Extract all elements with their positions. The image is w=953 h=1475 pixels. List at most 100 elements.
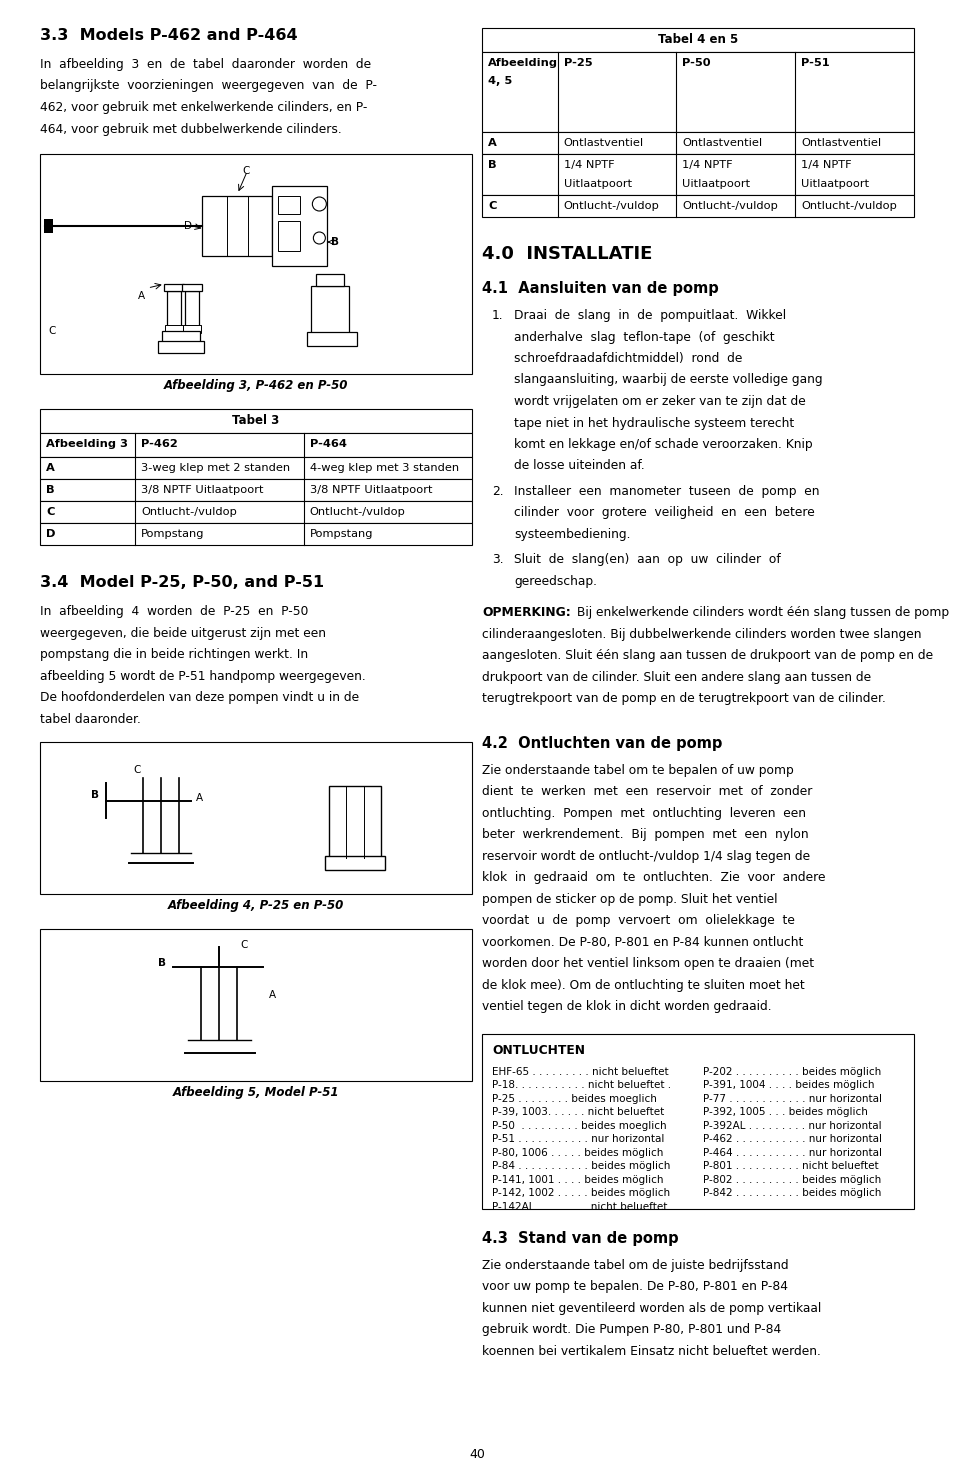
Text: koennen bei vertikalem Einsatz nicht belueftet werden.: koennen bei vertikalem Einsatz nicht bel… bbox=[481, 1345, 820, 1358]
Text: ontluchting.  Pompen  met  ontluchting  leveren  een: ontluchting. Pompen met ontluchting leve… bbox=[481, 807, 805, 820]
Text: belangrijkste  voorzieningen  weergegeven  van  de  P-: belangrijkste voorzieningen weergegeven … bbox=[40, 80, 376, 93]
Text: Afbeelding: Afbeelding bbox=[488, 58, 558, 68]
Text: P-39, 1003. . . . . . nicht belueftet: P-39, 1003. . . . . . nicht belueftet bbox=[492, 1108, 663, 1118]
Text: P-392, 1005 . . . beides möglich: P-392, 1005 . . . beides möglich bbox=[702, 1108, 867, 1118]
Bar bbox=[157, 341, 203, 353]
Bar bbox=[44, 218, 53, 233]
Text: beter  werkrendement.  Bij  pompen  met  een  nylon: beter werkrendement. Bij pompen met een … bbox=[481, 829, 808, 842]
Text: gebruik wordt. Die Pumpen P-80, P-801 und P-84: gebruik wordt. Die Pumpen P-80, P-801 un… bbox=[481, 1323, 781, 1336]
Text: 3.: 3. bbox=[492, 553, 503, 566]
Text: P-462: P-462 bbox=[141, 440, 177, 448]
Text: voordat  u  de  pomp  vervoert  om  olielekkage  te: voordat u de pomp vervoert om olielekkag… bbox=[481, 914, 794, 928]
Text: Ontlastventiel: Ontlastventiel bbox=[801, 139, 881, 148]
Text: 1/4 NPTF: 1/4 NPTF bbox=[681, 159, 732, 170]
Text: P-202 . . . . . . . . . . beides möglich: P-202 . . . . . . . . . . beides möglich bbox=[702, 1066, 881, 1077]
Text: cilinderaangesloten. Bij dubbelwerkende cilinders worden twee slangen: cilinderaangesloten. Bij dubbelwerkende … bbox=[481, 628, 921, 642]
Bar bbox=[167, 291, 180, 326]
Bar bbox=[481, 1034, 913, 1210]
Text: Afbeelding 3: Afbeelding 3 bbox=[46, 440, 128, 448]
Text: Pompstang: Pompstang bbox=[141, 530, 204, 538]
Text: P-801 . . . . . . . . . . nicht belueftet: P-801 . . . . . . . . . . nicht beluefte… bbox=[702, 1161, 878, 1171]
Text: aangesloten. Sluit één slang aan tussen de drukpoort van de pomp en de: aangesloten. Sluit één slang aan tussen … bbox=[481, 649, 932, 662]
Text: P-25: P-25 bbox=[563, 58, 592, 68]
Text: B: B bbox=[46, 485, 54, 496]
Text: P-50: P-50 bbox=[681, 58, 710, 68]
Text: Ontlucht-/vuldop: Ontlucht-/vuldop bbox=[801, 201, 896, 211]
Text: A: A bbox=[195, 794, 203, 802]
Bar bbox=[40, 479, 472, 502]
Text: Tabel 4 en 5: Tabel 4 en 5 bbox=[658, 34, 738, 47]
Text: pompen de sticker op de pomp. Sluit het ventiel: pompen de sticker op de pomp. Sluit het … bbox=[481, 892, 777, 906]
Bar bbox=[272, 186, 327, 266]
Text: 40: 40 bbox=[469, 1448, 484, 1462]
Text: P-50  . . . . . . . . . beides moeglich: P-50 . . . . . . . . . beides moeglich bbox=[492, 1121, 666, 1131]
Bar bbox=[165, 324, 182, 333]
Text: 462, voor gebruik met enkelwerkende cilinders, en P-: 462, voor gebruik met enkelwerkende cili… bbox=[40, 100, 367, 114]
Bar bbox=[40, 409, 472, 434]
Text: komt en lekkage en/of schade veroorzaken. Knip: komt en lekkage en/of schade veroorzaken… bbox=[514, 438, 812, 451]
Text: P-141, 1001 . . . . beides möglich: P-141, 1001 . . . . beides möglich bbox=[492, 1176, 662, 1184]
Text: Ontlucht-/vuldop: Ontlucht-/vuldop bbox=[141, 507, 236, 518]
Text: slangaansluiting, waarbij de eerste volledige gang: slangaansluiting, waarbij de eerste voll… bbox=[514, 373, 821, 386]
Text: P-802 . . . . . . . . . . beides möglich: P-802 . . . . . . . . . . beides möglich bbox=[702, 1176, 881, 1184]
Text: tape niet in het hydraulische systeem terecht: tape niet in het hydraulische systeem te… bbox=[514, 416, 794, 429]
Bar bbox=[311, 286, 349, 333]
Text: gereedschap.: gereedschap. bbox=[514, 575, 597, 589]
Text: 1/4 NPTF: 1/4 NPTF bbox=[801, 159, 851, 170]
Text: EHF-65 . . . . . . . . . nicht belueftet: EHF-65 . . . . . . . . . nicht belueftet bbox=[492, 1066, 668, 1077]
Text: ventiel tegen de klok in dicht worden gedraaid.: ventiel tegen de klok in dicht worden ge… bbox=[481, 1000, 771, 1013]
Text: 4, 5: 4, 5 bbox=[488, 77, 512, 86]
Text: Ontlucht-/vuldop: Ontlucht-/vuldop bbox=[309, 507, 405, 518]
Text: B: B bbox=[91, 791, 99, 799]
Text: klok  in  gedraaid  om  te  ontluchten.  Zie  voor  andere: klok in gedraaid om te ontluchten. Zie v… bbox=[481, 872, 824, 885]
Text: Afbeelding 3, P-462 en P-50: Afbeelding 3, P-462 en P-50 bbox=[164, 379, 348, 392]
Bar bbox=[481, 52, 913, 131]
Text: wordt vrijgelaten om er zeker van te zijn dat de: wordt vrijgelaten om er zeker van te zij… bbox=[514, 395, 805, 409]
Bar bbox=[278, 221, 300, 251]
Text: reservoir wordt de ontlucht-/vuldop 1/4 slag tegen de: reservoir wordt de ontlucht-/vuldop 1/4 … bbox=[481, 850, 809, 863]
Bar bbox=[40, 153, 472, 375]
Text: worden door het ventiel linksom open te draaien (met: worden door het ventiel linksom open te … bbox=[481, 957, 813, 971]
Text: A: A bbox=[46, 463, 54, 473]
Text: P-392AL . . . . . . . . . nur horizontal: P-392AL . . . . . . . . . nur horizontal bbox=[702, 1121, 881, 1131]
Text: P-51: P-51 bbox=[801, 58, 829, 68]
Text: P-391, 1004 . . . . beides möglich: P-391, 1004 . . . . beides möglich bbox=[702, 1081, 874, 1090]
Text: P-18. . . . . . . . . . . nicht belueftet .: P-18. . . . . . . . . . . nicht beluefte… bbox=[492, 1081, 670, 1090]
Text: 464, voor gebruik met dubbelwerkende cilinders.: 464, voor gebruik met dubbelwerkende cil… bbox=[40, 122, 341, 136]
Bar bbox=[325, 855, 385, 870]
Text: C: C bbox=[46, 507, 54, 518]
Text: cilinder  voor  grotere  veiligheid  en  een  betere: cilinder voor grotere veiligheid en een … bbox=[514, 506, 814, 519]
Text: ONTLUCHTEN: ONTLUCHTEN bbox=[492, 1044, 584, 1058]
Text: A: A bbox=[269, 990, 275, 1000]
Text: Zie onderstaande tabel om te bepalen of uw pomp: Zie onderstaande tabel om te bepalen of … bbox=[481, 764, 793, 777]
Text: P-80, 1006 . . . . . beides möglich: P-80, 1006 . . . . . beides möglich bbox=[492, 1148, 662, 1158]
Text: De hoofdonderdelen van deze pompen vindt u in de: De hoofdonderdelen van deze pompen vindt… bbox=[40, 690, 358, 704]
Text: 4.0  INSTALLATIE: 4.0 INSTALLATIE bbox=[481, 245, 652, 263]
Text: B: B bbox=[331, 237, 339, 246]
Text: 1.: 1. bbox=[492, 308, 503, 322]
Text: C: C bbox=[488, 201, 496, 211]
Bar bbox=[481, 195, 913, 217]
Text: Uitlaatpoort: Uitlaatpoort bbox=[681, 178, 750, 189]
Text: Uitlaatpoort: Uitlaatpoort bbox=[801, 178, 868, 189]
Bar bbox=[40, 929, 472, 1081]
Text: Bij enkelwerkende cilinders wordt één slang tussen de pomp en de: Bij enkelwerkende cilinders wordt één sl… bbox=[572, 606, 953, 619]
Text: OPMERKING:: OPMERKING: bbox=[481, 606, 570, 619]
Text: P-464 . . . . . . . . . . . nur horizontal: P-464 . . . . . . . . . . . nur horizont… bbox=[702, 1148, 882, 1158]
Text: Ontlucht-/vuldop: Ontlucht-/vuldop bbox=[563, 201, 659, 211]
Text: 4-weg klep met 3 standen: 4-weg klep met 3 standen bbox=[309, 463, 458, 473]
Text: P-462 . . . . . . . . . . . nur horizontal: P-462 . . . . . . . . . . . nur horizont… bbox=[702, 1134, 882, 1145]
Text: In  afbeelding  4  worden  de  P-25  en  P-50: In afbeelding 4 worden de P-25 en P-50 bbox=[40, 605, 308, 618]
Text: C: C bbox=[242, 167, 250, 176]
Bar bbox=[181, 285, 201, 291]
Text: P-25 . . . . . . . . beides moeglich: P-25 . . . . . . . . beides moeglich bbox=[492, 1094, 657, 1103]
Text: de losse uiteinden af.: de losse uiteinden af. bbox=[514, 460, 644, 472]
Text: Ontlucht-/vuldop: Ontlucht-/vuldop bbox=[681, 201, 778, 211]
Bar bbox=[202, 196, 272, 257]
Text: P-842 . . . . . . . . . . beides möglich: P-842 . . . . . . . . . . beides möglich bbox=[702, 1189, 881, 1199]
Bar bbox=[40, 742, 472, 894]
Bar bbox=[185, 291, 198, 326]
Text: 3-weg klep met 2 standen: 3-weg klep met 2 standen bbox=[141, 463, 290, 473]
Text: 3/8 NPTF Uitlaatpoort: 3/8 NPTF Uitlaatpoort bbox=[141, 485, 263, 496]
Text: P-142AL . . . . . . . . nicht belueftet: P-142AL . . . . . . . . nicht belueftet bbox=[492, 1202, 667, 1212]
